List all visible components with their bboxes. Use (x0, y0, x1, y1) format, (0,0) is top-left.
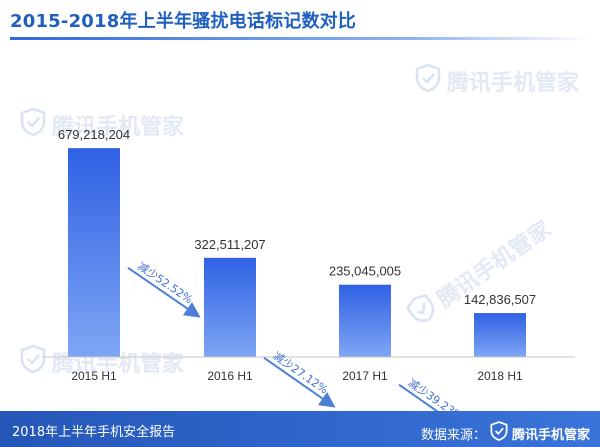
title-bar: 2015-2018年上半年骚扰电话标记数对比 (0, 0, 600, 46)
category-label: 2016 H1 (207, 369, 253, 383)
footer-bar: 2018年上半年手机安全报告 数据来源： 腾讯手机管家 (0, 411, 600, 447)
bar (204, 257, 256, 357)
title-underline (10, 37, 590, 40)
bars-layer (68, 148, 526, 357)
labels-layer: 679,218,204 2015 H1 322,511,207 2016 H1 235,… (58, 127, 536, 383)
decrease-arrow (398, 383, 439, 411)
value-label: 235,045,005 (329, 264, 401, 279)
decrease-arrow (127, 267, 201, 318)
source-label: 数据来源： (420, 427, 486, 443)
brand-name: 腾讯手机管家 (511, 427, 590, 443)
value-label: 322,511,207 (194, 237, 265, 252)
change-label: 减少27.12% (271, 349, 331, 396)
value-label: 142,836,507 (464, 292, 536, 307)
chart-title: 2015-2018年上半年骚扰电话标记数对比 (10, 11, 357, 32)
bar (68, 148, 120, 357)
arrows-layer: 减少52.52% 减少27.12% 减少39.23% (127, 260, 466, 411)
bar (339, 284, 391, 357)
bar (474, 313, 526, 357)
report-name: 2018年上半年手机安全报告 (12, 425, 176, 440)
category-label: 2018 H1 (477, 369, 523, 383)
decrease-arrow (263, 357, 336, 408)
category-label: 2015 H1 (71, 369, 117, 383)
value-label: 679,218,204 (58, 127, 130, 142)
change-label: 减少52.52% (135, 260, 195, 307)
bar-chart: 减少52.52% 减少27.12% 减少39.23% 679,218,204 2015… (42, 127, 575, 411)
source-info: 数据来源： 腾讯手机管家 (421, 421, 590, 445)
shield-icon (490, 421, 508, 445)
change-label: 减少39.23% (406, 376, 466, 411)
category-label: 2017 H1 (342, 369, 388, 383)
